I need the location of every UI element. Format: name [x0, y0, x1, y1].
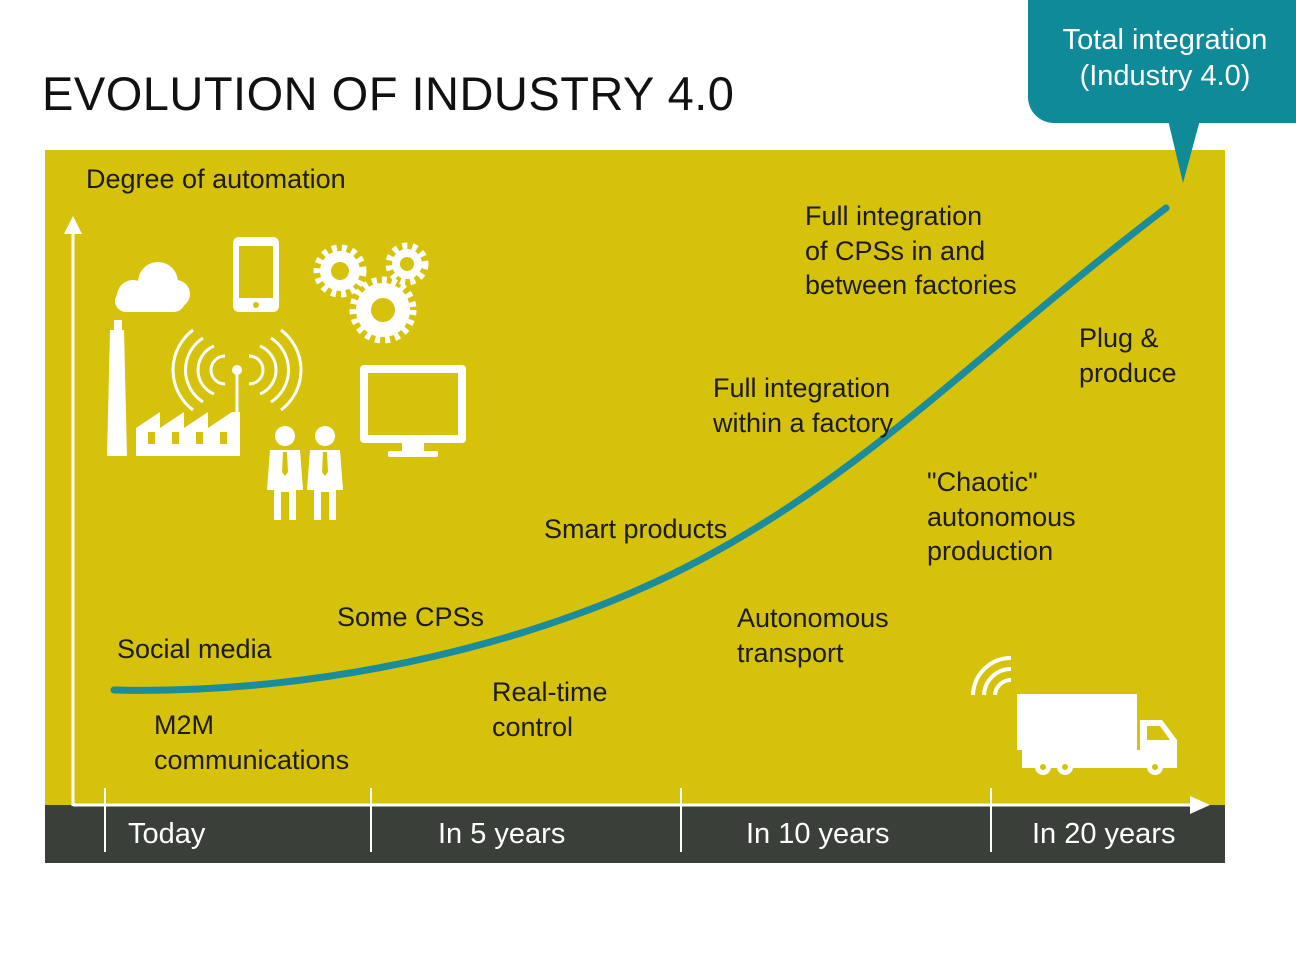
factory-windows — [148, 432, 227, 444]
total-integration-callout — [1028, 0, 1296, 123]
tick-today: Today — [128, 818, 206, 850]
timeline-bar — [45, 805, 1225, 863]
smartphone-icon — [233, 237, 279, 312]
label-smart-products: Smart products — [544, 514, 728, 544]
y-axis-label: Degree of automation — [86, 164, 346, 194]
people-ties — [282, 452, 328, 476]
truck-signal-icon — [971, 656, 1012, 696]
callout-text: Total integration (Industry 4.0) — [1062, 24, 1268, 92]
tick-5-years: In 5 years — [438, 818, 566, 850]
page-title: EVOLUTION OF INDUSTRY 4.0 — [42, 67, 735, 120]
tick-separators — [104, 788, 992, 852]
label-some-cps: Some CPSs — [337, 602, 485, 632]
gear-holes — [331, 257, 414, 322]
wireless-signal-icon — [171, 328, 303, 420]
gear-teeth — [313, 242, 429, 344]
label-plug-and-produce: Plug & produce — [1079, 323, 1177, 388]
label-real-time-control: Real-time control — [492, 677, 608, 742]
automation-curve — [110, 204, 1170, 694]
x-axis — [73, 796, 1210, 814]
tick-10-years: In 10 years — [746, 818, 890, 850]
label-autonomous-transport: Autonomous transport — [737, 603, 889, 668]
monitor-screen — [368, 373, 458, 435]
y-axis — [64, 216, 82, 806]
wireless-signal-dot — [232, 365, 242, 375]
label-m2m-communications: M2M communications — [154, 710, 350, 775]
people-icon — [267, 426, 343, 520]
label-chaotic-production: "Chaotic" autonomous production — [927, 467, 1076, 566]
truck-icon — [1017, 694, 1177, 775]
label-full-integration-cps: Full integration of CPSs in and between … — [805, 201, 1017, 300]
factory-icon — [107, 262, 240, 456]
label-social-media: Social media — [117, 634, 272, 664]
label-full-integration-factory: Full integration within a factory — [713, 373, 894, 438]
truck-details — [1040, 726, 1170, 770]
callout-pointer — [1168, 120, 1200, 183]
tick-20-years: In 20 years — [1032, 818, 1176, 850]
